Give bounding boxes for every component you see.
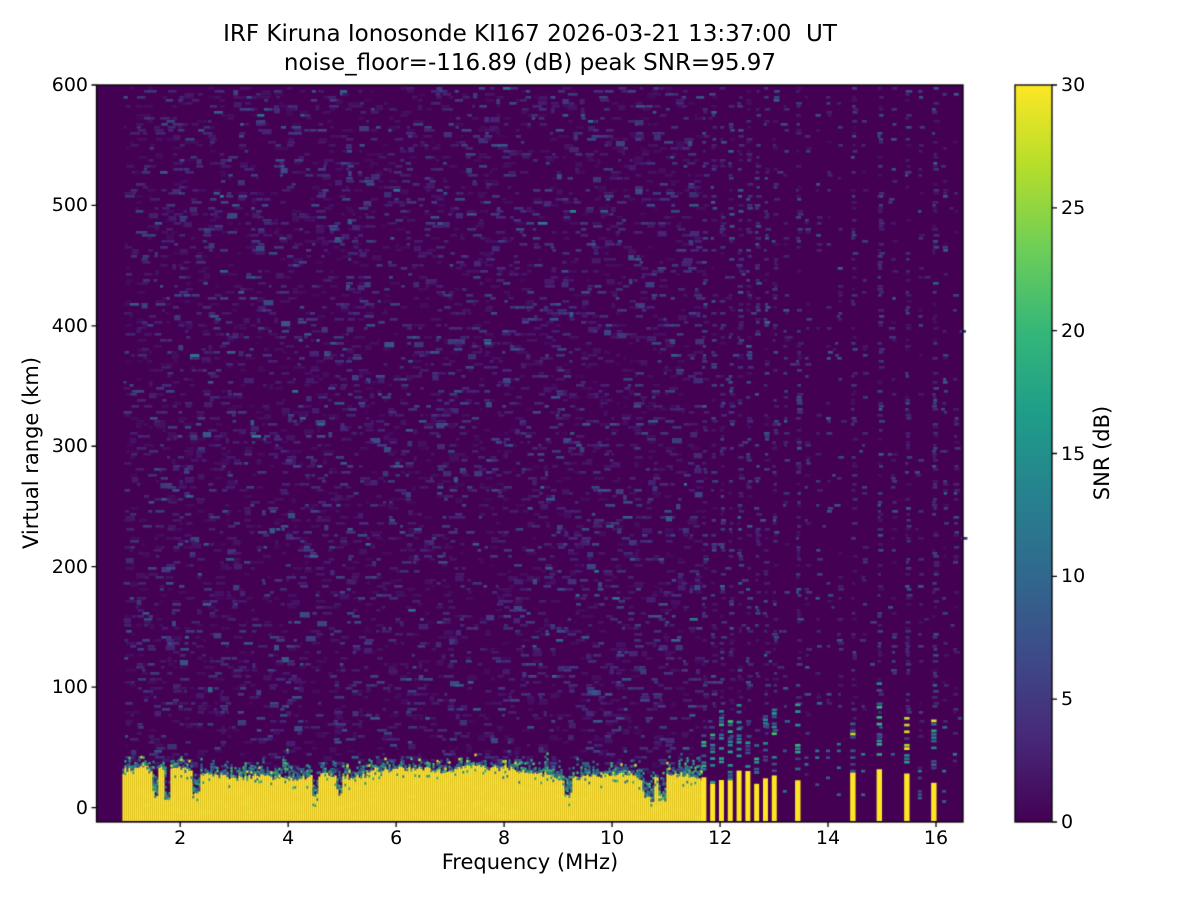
x-tick-label: 12 <box>707 827 733 849</box>
colorbar-tick-label: 25 <box>1061 196 1086 219</box>
x-tick-label: 16 <box>923 827 949 849</box>
x-axis-label: Frequency (MHz) <box>441 850 619 874</box>
colorbar-tick-label: 20 <box>1061 319 1086 342</box>
y-tick-label: 400 <box>51 314 88 337</box>
x-tick-label: 4 <box>282 827 295 849</box>
y-tick-label: 200 <box>51 555 88 578</box>
x-tick-label: 2 <box>174 827 187 849</box>
x-tick-label: 10 <box>599 827 625 849</box>
y-tick-label: 500 <box>51 194 88 217</box>
y-tick-label: 300 <box>51 435 88 458</box>
y-tick-label: 0 <box>75 796 88 819</box>
y-tick-label: 600 <box>51 74 88 96</box>
y-tick-label: 100 <box>51 676 88 699</box>
x-tick-label: 6 <box>390 827 403 849</box>
x-tick-label: 8 <box>498 827 511 849</box>
colorbar-tick-label: 5 <box>1061 688 1074 711</box>
colorbar-tick-label: 10 <box>1061 565 1086 588</box>
figure-title-line2: noise_floor=-116.89 (dB) peak SNR=95.97 <box>283 50 777 76</box>
figure-title-line1: IRF Kiruna Ionosonde KI167 2026-03-21 13… <box>223 21 837 47</box>
x-tick-label: 14 <box>815 827 841 849</box>
colorbar-tick-label: 0 <box>1061 811 1074 833</box>
colorbar-tick-label: 15 <box>1061 442 1086 465</box>
colorbar-tick-label: 30 <box>1061 74 1086 96</box>
